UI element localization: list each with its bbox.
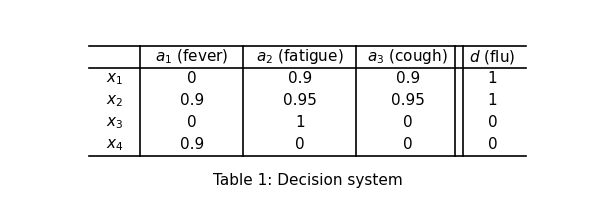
Text: 0.9: 0.9 (179, 137, 204, 152)
Text: 1: 1 (295, 115, 305, 130)
Text: 0.9: 0.9 (287, 71, 312, 86)
Text: $d$ (flu): $d$ (flu) (469, 48, 516, 66)
Text: 0.9: 0.9 (179, 93, 204, 108)
Text: $x_4$: $x_4$ (106, 137, 124, 152)
Text: $x_1$: $x_1$ (106, 71, 123, 87)
Text: 0.95: 0.95 (391, 93, 425, 108)
Text: $x_3$: $x_3$ (106, 115, 124, 130)
Text: 0: 0 (187, 71, 197, 86)
Text: $a_2$ (fatigue): $a_2$ (fatigue) (256, 47, 344, 66)
Text: 0.9: 0.9 (395, 71, 420, 86)
Text: 0.95: 0.95 (283, 93, 317, 108)
Text: $a_1$ (fever): $a_1$ (fever) (155, 48, 229, 66)
Text: 1: 1 (488, 71, 497, 86)
Text: Table 1: Decision system: Table 1: Decision system (212, 173, 403, 188)
Text: 0: 0 (295, 137, 305, 152)
Text: $a_3$ (cough): $a_3$ (cough) (367, 47, 448, 66)
Text: 0: 0 (488, 137, 497, 152)
Text: 0: 0 (403, 137, 413, 152)
Text: 1: 1 (488, 93, 497, 108)
Text: $x_2$: $x_2$ (106, 93, 123, 109)
Text: 0: 0 (187, 115, 197, 130)
Text: 0: 0 (403, 115, 413, 130)
Text: 0: 0 (488, 115, 497, 130)
